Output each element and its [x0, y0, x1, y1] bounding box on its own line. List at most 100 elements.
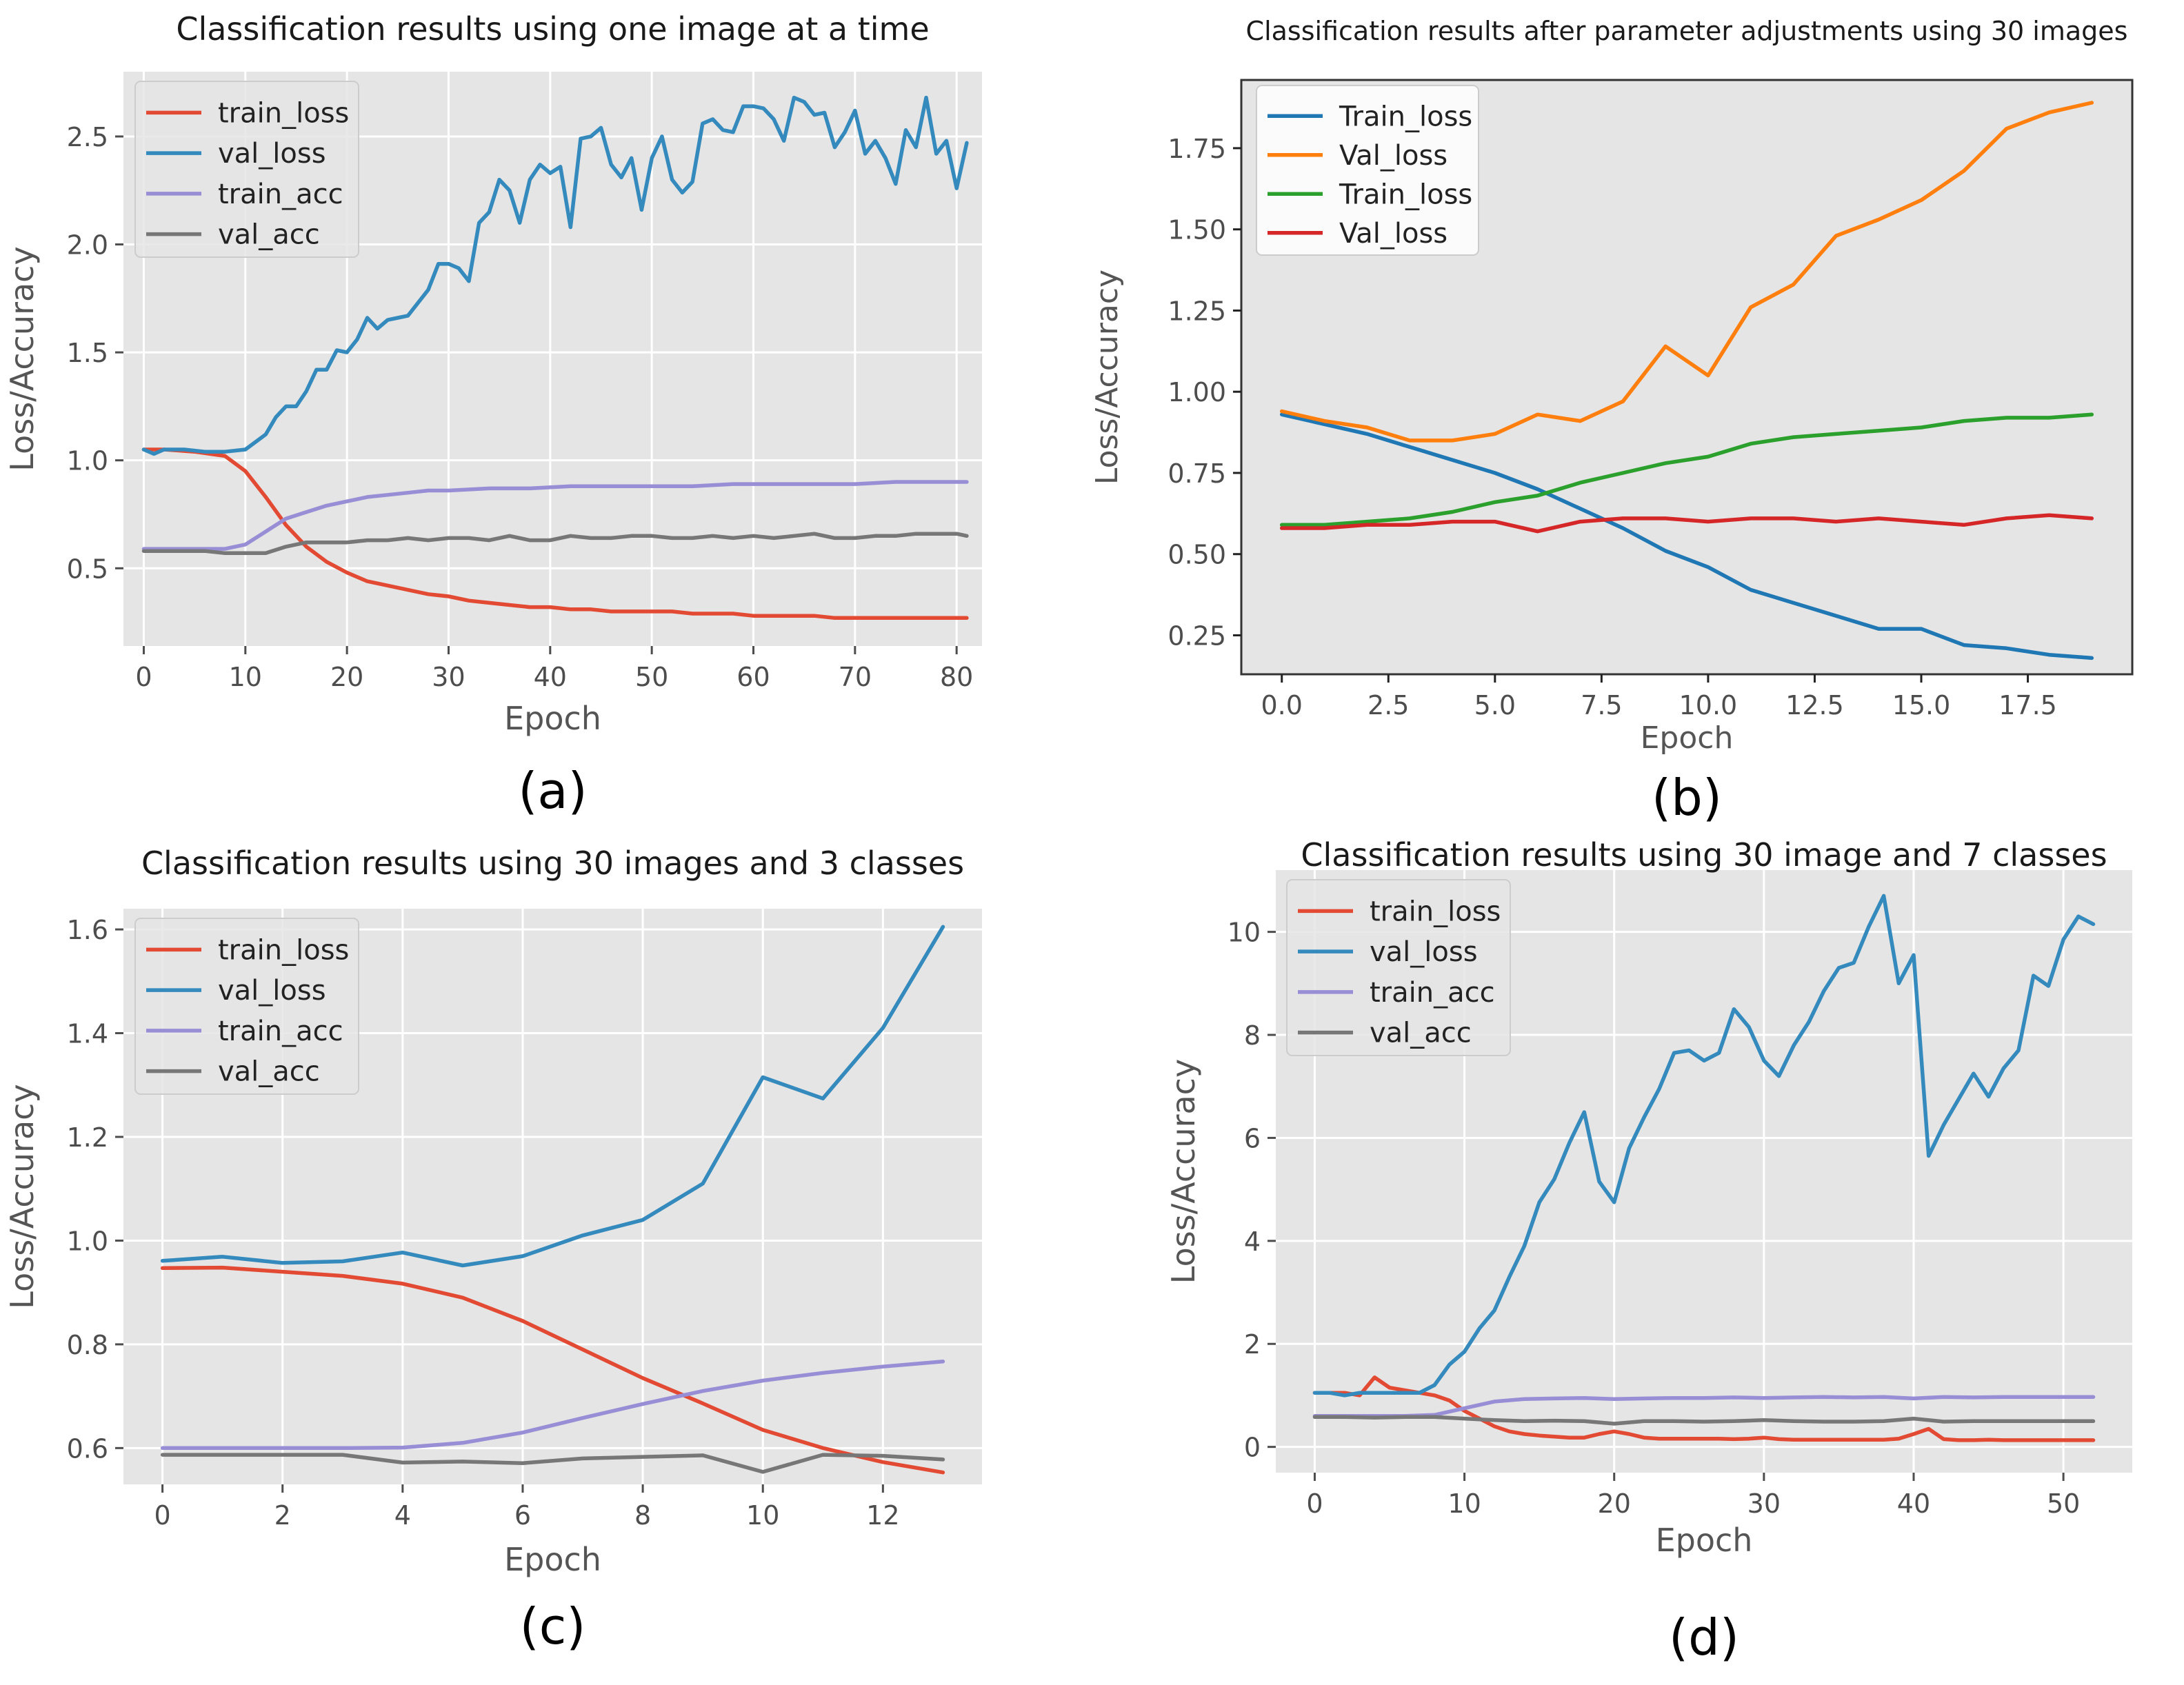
- x-tick-label: 70: [839, 662, 872, 692]
- y-axis-label: Loss/Accuracy: [1090, 270, 1125, 485]
- y-tick-label: 2.0: [67, 230, 108, 261]
- x-tick-label: 6: [514, 1500, 531, 1531]
- series-line-val-acc: [160, 1453, 945, 1474]
- y-tick-label: 2.5: [67, 122, 108, 152]
- legend-entry-label: Train_loss: [1339, 101, 1472, 132]
- legend-entry-label: Val_loss: [1339, 218, 1447, 250]
- legend-entry-label: val_loss: [218, 138, 326, 170]
- x-tick-label: 0: [135, 662, 152, 692]
- legend-entry-label: val_acc: [218, 219, 320, 251]
- x-tick-label: 7.5: [1581, 690, 1622, 720]
- series-line-val-loss: [1279, 101, 2094, 443]
- x-tick-label: 5.0: [1474, 690, 1516, 720]
- x-tick-label: 50: [2047, 1489, 2080, 1519]
- panel-label: (d): [1669, 1608, 1739, 1666]
- legend-box: [134, 918, 359, 1095]
- series-line-train-loss: [1279, 412, 2094, 660]
- x-tick-label: 8: [634, 1500, 651, 1531]
- y-tick-label: 6: [1244, 1123, 1261, 1153]
- legend-entry-label: val_loss: [1370, 936, 1478, 968]
- x-tick-label: 50: [635, 662, 668, 692]
- x-tick-label: 10: [746, 1500, 779, 1531]
- y-tick-label: 1.75: [1168, 134, 1226, 164]
- y-tick-label: 0.25: [1168, 620, 1226, 651]
- y-tick-label: 1.6: [67, 915, 108, 945]
- series-line-val-loss: [1279, 513, 2094, 534]
- panel-label: (a): [518, 762, 587, 820]
- x-tick-label: 10: [1447, 1489, 1481, 1519]
- series-line-train-acc: [160, 1359, 945, 1451]
- y-tick-label: 1.4: [67, 1019, 108, 1049]
- legend-entry-label: Train_loss: [1339, 179, 1472, 210]
- y-tick-label: 0.75: [1168, 458, 1226, 489]
- series-line-val-loss: [160, 925, 945, 1268]
- legend-box: [1286, 879, 1511, 1056]
- x-axis-label: Epoch: [1656, 1522, 1753, 1559]
- series-line-train-loss: [1279, 412, 2094, 527]
- x-tick-label: 0: [1306, 1489, 1323, 1519]
- chart-panel-a: 0 10 20 30 40 50 60 70 80 0.5 1.0 1.5 2.0 2.5 Classifi…: [3, 10, 982, 820]
- x-tick-label: 20: [330, 662, 363, 692]
- legend: train_loss val_loss train_acc val_acc: [134, 918, 359, 1095]
- legend-entry-label: train_loss: [1370, 896, 1501, 927]
- series-line-val-loss: [1312, 894, 2096, 1398]
- legend-entry-label: train_loss: [218, 97, 349, 129]
- legend-entry-label: val_acc: [1370, 1018, 1472, 1049]
- y-tick-label: 8: [1244, 1020, 1261, 1051]
- x-tick-label: 60: [737, 662, 770, 692]
- legend-entry-label: train_loss: [218, 934, 349, 966]
- y-axis-label: Loss/Accuracy: [3, 1084, 41, 1309]
- legend-entry-label: train_acc: [218, 179, 343, 210]
- x-tick-label: 2: [274, 1500, 291, 1531]
- x-tick-label: 10: [229, 662, 262, 692]
- x-axis-label: Epoch: [504, 1541, 601, 1578]
- x-tick-label: 12.5: [1785, 690, 1844, 720]
- x-axis-label: Epoch: [1641, 720, 1734, 756]
- series-line-train-loss: [1312, 1375, 2096, 1442]
- x-tick-label: 20: [1598, 1489, 1631, 1519]
- series-line-val-acc: [141, 532, 969, 556]
- x-tick-label: 0.0: [1261, 690, 1303, 720]
- y-tick-label: 1.2: [67, 1122, 108, 1153]
- chart-title: Classification results using one image a…: [176, 10, 929, 48]
- x-tick-label: 15.0: [1892, 690, 1951, 720]
- y-tick-label: 0.5: [67, 554, 108, 584]
- series-line-train-loss: [141, 447, 969, 620]
- x-axis-label: Epoch: [504, 700, 601, 737]
- x-tick-label: 17.5: [1998, 690, 2057, 720]
- series-line-train-acc: [141, 480, 969, 551]
- y-tick-label: 1.0: [67, 1226, 108, 1256]
- x-tick-label: 4: [394, 1500, 411, 1531]
- legend-entry-label: train_acc: [218, 1016, 343, 1047]
- legend: Train_loss Val_loss Train_loss Val_loss: [1256, 85, 1479, 256]
- panel-label: (b): [1652, 769, 1722, 827]
- legend-box: [1256, 85, 1479, 256]
- x-tick-label: 40: [534, 662, 567, 692]
- legend: train_loss val_loss train_acc val_acc: [1286, 879, 1511, 1056]
- x-tick-label: 12: [866, 1500, 899, 1531]
- y-tick-label: 1.0: [67, 446, 108, 476]
- y-tick-label: 10: [1228, 918, 1261, 948]
- y-tick-label: 0.50: [1168, 540, 1226, 570]
- chart-title: Classification results after parameter a…: [1246, 16, 2128, 46]
- x-tick-label: 10.0: [1679, 690, 1738, 720]
- y-tick-label: 0.8: [67, 1330, 108, 1360]
- y-tick-label: 0: [1244, 1433, 1261, 1463]
- legend-entry-label: train_acc: [1370, 977, 1495, 1009]
- chart-panel-d: 0 10 20 30 40 50 0 2 4 6 8 10 Classification results…: [1165, 836, 2132, 1666]
- y-tick-label: 1.00: [1168, 377, 1226, 407]
- x-tick-label: 80: [940, 662, 973, 692]
- series-line-train-loss: [160, 1265, 945, 1475]
- chart-panel-b: 0.0 2.5 5.0 7.5 10.0 12.5 15.0 17.5 0.25 0.50 0.75…: [1090, 16, 2134, 827]
- legend-box: [134, 81, 359, 258]
- y-tick-label: 2: [1244, 1329, 1261, 1360]
- x-tick-label: 2.5: [1367, 690, 1409, 720]
- chart-title: Classification results using 30 images a…: [141, 845, 964, 882]
- x-tick-label: 30: [432, 662, 465, 692]
- series-line-train-acc: [1312, 1395, 2096, 1418]
- y-tick-label: 0.6: [67, 1433, 108, 1464]
- legend-entry-label: val_acc: [218, 1056, 320, 1088]
- series-line-val-loss: [141, 95, 969, 456]
- y-tick-label: 4: [1244, 1227, 1261, 1257]
- x-tick-label: 0: [154, 1500, 170, 1531]
